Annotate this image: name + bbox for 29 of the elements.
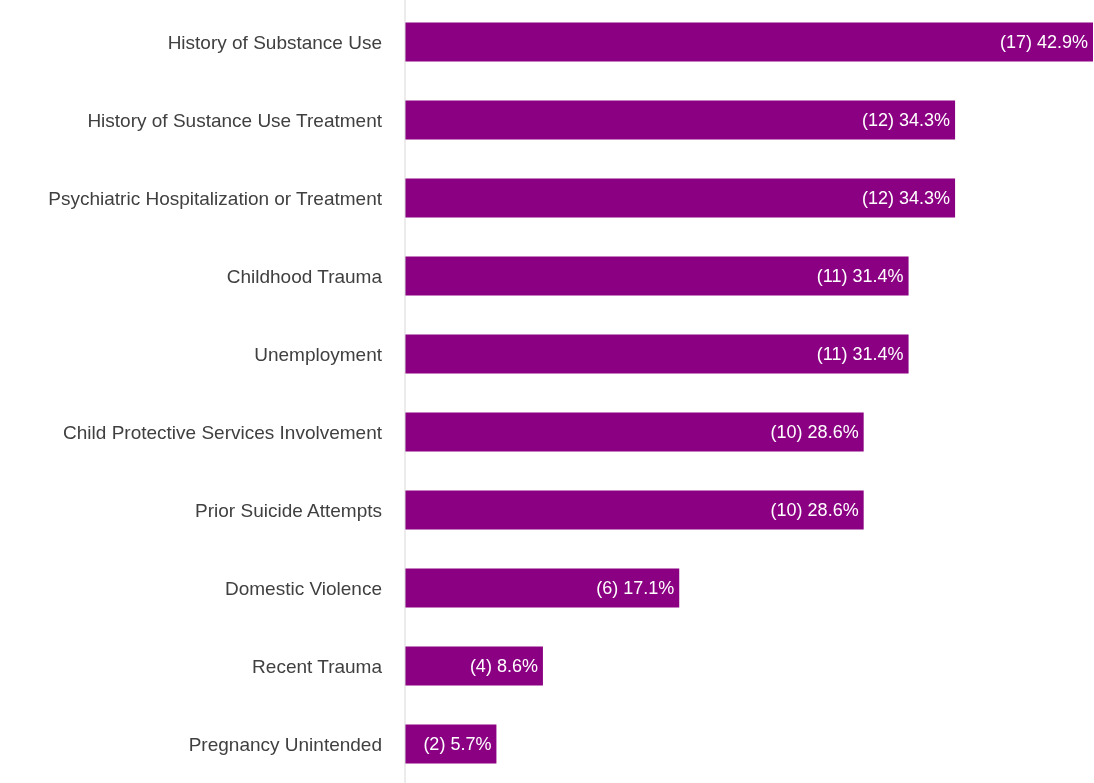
bar xyxy=(405,412,864,452)
bar xyxy=(405,100,956,140)
y-tick-label: Unemployment xyxy=(254,343,383,365)
y-tick-label: Pregnancy Unintended xyxy=(188,733,382,755)
data-label: (11) 31.4% xyxy=(816,344,904,365)
bar xyxy=(405,646,543,686)
bar xyxy=(405,490,864,530)
data-label: (6) 17.1% xyxy=(596,578,675,599)
y-tick-label: Domestic Violence xyxy=(224,577,382,599)
data-label: (10) 28.6% xyxy=(770,500,859,521)
y-tick-label: Psychiatric Hospitalization or Treatment xyxy=(48,187,383,209)
data-label: (12) 34.3% xyxy=(862,188,951,209)
data-label: (17) 42.9% xyxy=(999,32,1088,53)
data-label: (4) 8.6% xyxy=(469,656,538,677)
data-label: (12) 34.3% xyxy=(862,110,951,131)
bar xyxy=(405,334,909,374)
bar xyxy=(405,256,909,296)
data-label: (2) 5.7% xyxy=(423,734,492,755)
y-tick-label: Recent Trauma xyxy=(252,655,383,677)
y-tick-label: Child Protective Services Involvement xyxy=(63,421,383,443)
bar xyxy=(405,568,680,608)
y-tick-label: Childhood Trauma xyxy=(226,265,383,287)
y-tick-label: History of Sustance Use Treatment xyxy=(87,109,383,131)
data-label: (11) 31.4% xyxy=(816,266,904,287)
data-label: (10) 28.6% xyxy=(770,422,859,443)
bar xyxy=(405,178,956,218)
y-tick-label: History of Substance Use xyxy=(167,31,382,53)
y-tick-label: Prior Suicide Attempts xyxy=(195,499,382,521)
bar xyxy=(405,22,1093,62)
